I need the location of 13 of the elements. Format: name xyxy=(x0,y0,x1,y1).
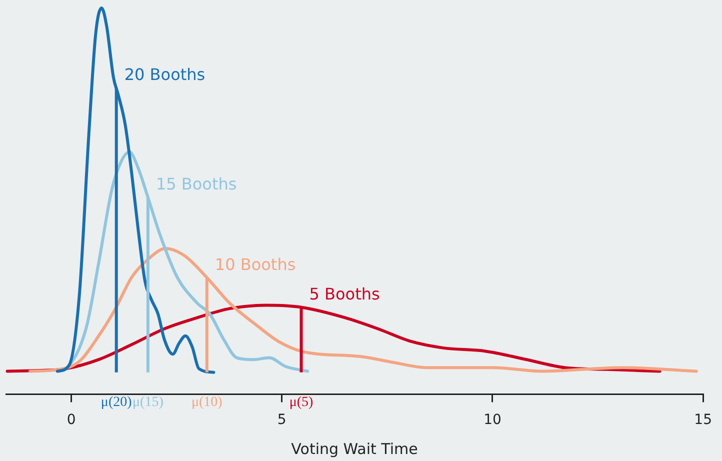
series-label: 20 Booths xyxy=(124,65,206,84)
ref-line-label: μ(10) xyxy=(191,394,223,410)
series-label: 10 Booths xyxy=(214,254,296,274)
x-tick-label: 5 xyxy=(277,412,286,428)
x-tick-label: 15 xyxy=(694,412,712,428)
series-label: 5 Booths xyxy=(309,284,380,304)
ref-line-label: μ(15) xyxy=(132,394,164,410)
series-label: 15 Booths xyxy=(156,174,237,194)
x-tick-label: 0 xyxy=(66,412,76,428)
x-axis-title: Voting Wait Time xyxy=(291,440,418,458)
ref-line-label: μ(5) xyxy=(289,394,314,410)
ref-line-label: μ(20) xyxy=(100,394,132,410)
x-tick-label: 10 xyxy=(484,412,502,428)
